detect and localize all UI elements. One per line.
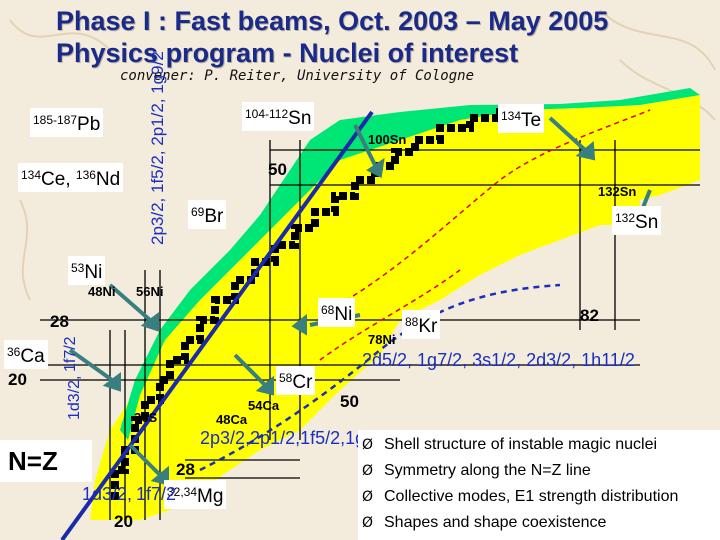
r-process-path-2 <box>319 269 461 361</box>
nucleus-label-sn132: 132Sn <box>612 206 662 235</box>
chart-label-132sn: 132Sn <box>598 184 637 199</box>
shell-label-mid: 2p3/2,2p1/2,1f5/2,1g9/2 <box>200 428 391 448</box>
magic-number-50-top: 50 <box>268 160 287 179</box>
magic-number-28-left: 28 <box>50 312 69 331</box>
arrows <box>68 116 652 486</box>
convener-label: convener: P. Reiter, University of Colog… <box>120 68 475 84</box>
slide-title-line2: Physics program - Nuclei of interest <box>56 38 519 68</box>
drip-line <box>199 283 561 472</box>
nucleus-label-br69: 69Br <box>188 200 227 229</box>
chart-label-48ni: 48Ni <box>88 284 116 299</box>
chart-label-54ca: 54Ca <box>248 398 280 413</box>
magic-number-20-bottom: 20 <box>114 512 133 531</box>
nucleus-label-ca36: 36Ca <box>4 340 48 369</box>
bullet-item: Ø Symmetry along the N=Z line <box>362 462 591 479</box>
chart-label-78ni: 78Ni <box>368 332 396 347</box>
r-process-path <box>329 109 651 311</box>
green-band <box>120 88 700 440</box>
nucleus-label-ce-nd: 134Ce, 136Nd <box>18 163 124 192</box>
shell-label-heavy: 2d5/2, 1g7/2, 3s1/2, 2d3/2, 1h11/2 <box>362 350 635 370</box>
nucleus-label-kr88: 88Kr <box>402 310 441 339</box>
nucleus-label-cr58: 58Cr <box>276 366 316 395</box>
shell-label-vertical-d32: 1d3/2, <box>66 375 83 420</box>
bullet-item: Ø Shell structure of instable magic nucle… <box>362 436 658 453</box>
chart-label-48ca: 48Ca <box>216 412 248 427</box>
nucleus-label-ni68: 68Ni <box>318 298 356 327</box>
magic-grid <box>40 140 700 520</box>
stable-nuclei <box>111 108 530 500</box>
shell-label-vertical-upper: 2p3/2, 1f5/2, 2p1/2, 1g9/2 <box>148 51 167 245</box>
magic-number-82: 82 <box>580 306 599 325</box>
magic-number-20-left: 20 <box>8 370 27 389</box>
nz-line <box>60 110 374 540</box>
shell-label-bottom-f72: 1f7/2 <box>136 484 177 504</box>
slide-title-line1: Phase I : Fast beams, Oct. 2003 – May 20… <box>56 6 609 36</box>
nucleus-label-mg: 32,34Mg <box>164 480 227 509</box>
shell-label-bottom-d32: 1d3/2, <box>82 484 133 504</box>
bullet-item: Ø Shapes and shape coexistence <box>362 514 607 531</box>
nucleus-label-ni53: 53Ni <box>68 256 106 285</box>
chart-label-36s: 36S <box>134 410 158 425</box>
yellow-band <box>90 95 700 520</box>
nucleus-label-sn104: 104-112Sn <box>242 102 315 131</box>
nz-label: N=Z <box>0 440 92 482</box>
magic-number-50-bottom: 50 <box>340 392 359 411</box>
chart-label-100sn: 100Sn <box>368 132 407 147</box>
bullet-item: Ø Collective modes, E1 strength distribut… <box>362 488 679 505</box>
shell-label-vertical-f72: 1f7/2 <box>62 336 79 372</box>
magic-number-28-bottom: 28 <box>176 460 195 479</box>
nucleus-label-te134: 134Te <box>498 104 545 133</box>
chart-label-56ni: 56Ni <box>136 284 164 299</box>
bullet-list: Ø Shell structure of instable magic nucle… <box>358 430 720 540</box>
nucleus-label-pb: 185-187Pb <box>30 108 104 137</box>
